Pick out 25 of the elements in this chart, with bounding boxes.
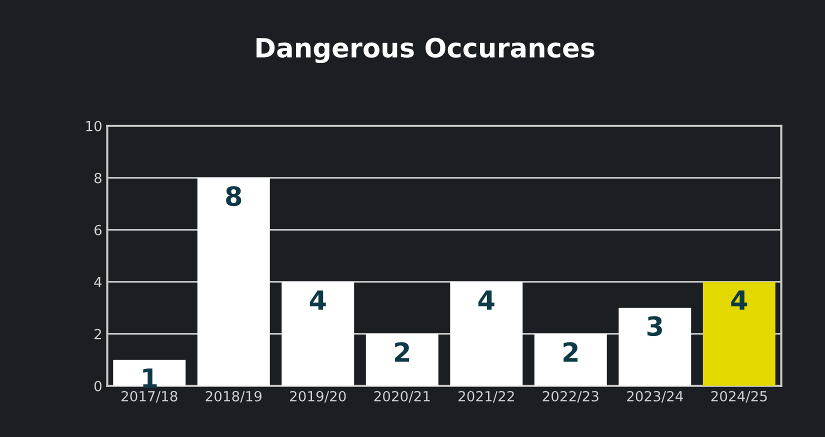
data-label: 3 xyxy=(647,316,662,336)
chart-title: Dangerous Occurances xyxy=(256,38,594,64)
x-tick-label: 2020/21 xyxy=(374,390,430,403)
data-label: 4 xyxy=(731,290,748,310)
y-tick-label: 6 xyxy=(94,224,102,236)
y-tick-label: 4 xyxy=(94,277,102,288)
x-tick-label: 2017/18 xyxy=(122,390,178,403)
data-label: 8 xyxy=(226,186,242,206)
y-tick-label: 10 xyxy=(86,120,102,132)
x-tick-label: 2018/19 xyxy=(206,390,262,403)
data-label: 4 xyxy=(310,290,326,310)
y-tick-label: 8 xyxy=(94,172,102,184)
data-label: 1 xyxy=(143,368,157,388)
x-tick-label: 2021/22 xyxy=(458,390,514,403)
x-tick-label: 2024/25 xyxy=(711,390,767,403)
y-tick-label: 0 xyxy=(94,380,102,392)
data-label: 4 xyxy=(478,290,494,310)
data-label: 2 xyxy=(395,342,410,362)
x-tick-label: 2022/23 xyxy=(542,390,598,403)
x-tick-label: 2019/20 xyxy=(290,390,346,403)
y-tick-label: 2 xyxy=(94,328,101,340)
x-tick-label: 2023/24 xyxy=(627,390,683,403)
data-label: 2 xyxy=(564,342,578,362)
bar xyxy=(702,282,776,386)
bar xyxy=(113,360,186,386)
